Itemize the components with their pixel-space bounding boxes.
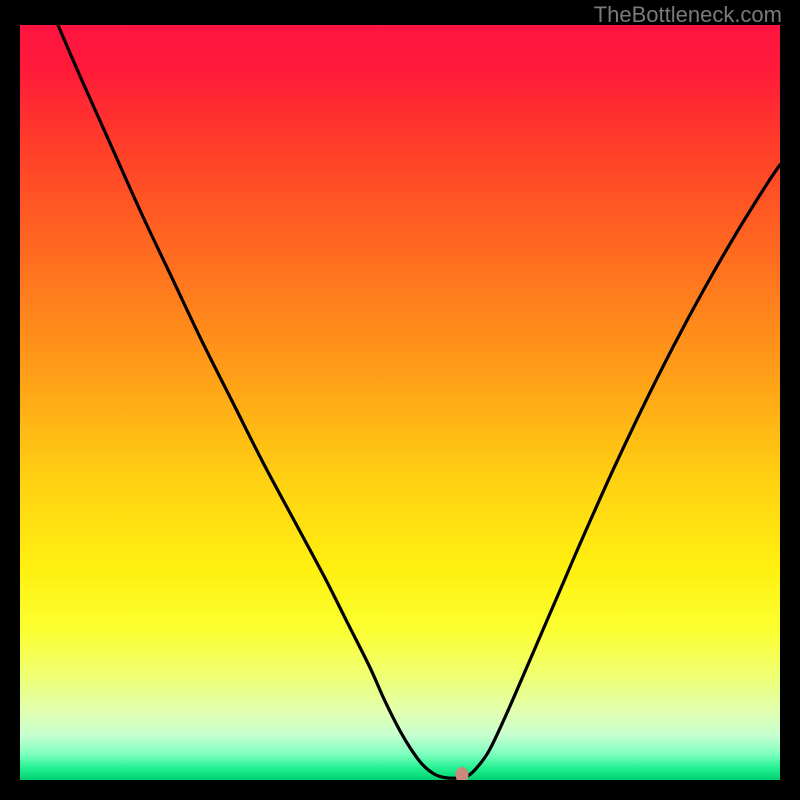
optimum-marker — [456, 767, 469, 780]
chart-frame: TheBottleneck.com — [0, 0, 800, 800]
plot-area — [20, 25, 780, 780]
curve-svg — [20, 25, 780, 780]
bottleneck-curve — [58, 25, 780, 778]
watermark-text: TheBottleneck.com — [594, 2, 782, 28]
